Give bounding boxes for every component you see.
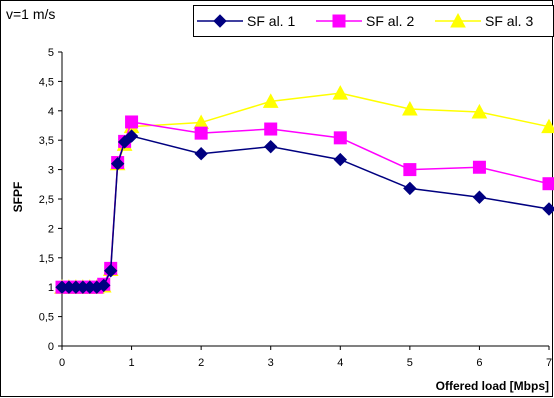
legend-label: SF al. 2	[366, 13, 414, 29]
data-point-diamond	[403, 181, 417, 196]
data-point-triangle	[402, 100, 418, 116]
data-point-diamond	[213, 14, 227, 28]
series-line	[62, 121, 550, 288]
data-point-square	[403, 163, 417, 177]
x-tick-label: 6	[476, 357, 482, 369]
data-point-triangle	[193, 114, 209, 130]
legend-label: SF al. 3	[485, 13, 533, 29]
x-tick-label: 2	[198, 357, 204, 369]
legend-box	[193, 5, 554, 37]
x-tick-label: 3	[268, 357, 274, 369]
y-tick-label: 5	[48, 47, 54, 59]
data-point-diamond	[103, 264, 118, 278]
data-point-square	[125, 115, 139, 129]
data-point-triangle	[471, 103, 488, 119]
data-point-diamond	[110, 157, 125, 171]
data-point-diamond	[472, 190, 487, 204]
y-tick-label: 1	[48, 282, 54, 294]
y-tick-label: 3,5	[39, 135, 54, 147]
y-tick-label: 0	[48, 341, 54, 353]
legend-label: SF al. 1	[247, 13, 295, 29]
series-layer	[54, 85, 554, 294]
x-tick-label: 1	[129, 357, 135, 369]
data-point-square	[333, 131, 347, 145]
data-point-square	[332, 14, 346, 28]
data-point-triangle	[332, 85, 349, 100]
x-tick-label: 7	[546, 357, 552, 369]
legend-entry-2: SF al. 2	[316, 13, 414, 29]
y-tick-label: 0,5	[39, 312, 54, 324]
data-point-triangle	[262, 93, 279, 108]
legend-entry-3: SF al. 3	[435, 12, 533, 29]
data-point-triangle	[450, 12, 466, 28]
y-tick-label: 4,5	[39, 76, 54, 88]
legend-entry-1: SF al. 1	[197, 13, 295, 29]
x-axis-label: Offered load [Mbps]	[436, 379, 549, 393]
y-tick-label: 4	[48, 106, 54, 118]
y-tick-label: 2	[48, 223, 54, 235]
y-axis-label: SFPF	[11, 182, 25, 213]
data-point-diamond	[542, 202, 554, 216]
data-point-diamond	[264, 139, 278, 154]
x-tick-label: 4	[337, 357, 343, 369]
data-point-diamond	[117, 135, 132, 149]
y-tick-label: 3	[48, 165, 54, 177]
series-1	[55, 129, 554, 294]
data-point-square	[194, 126, 208, 140]
data-point-diamond	[194, 147, 208, 161]
data-point-square	[472, 160, 486, 174]
data-point-square	[264, 122, 278, 136]
x-tick-label: 0	[59, 357, 65, 369]
speed-annotation: v=1 m/s	[6, 6, 56, 22]
chart-axes: 0 0,5 1 1,5 2 2,5 3 3,5 4 4,5 5 0 1 2 3 4 5 6 7	[39, 47, 552, 369]
data-point-diamond	[124, 129, 139, 143]
y-tick-label: 2,5	[39, 194, 54, 206]
data-point-diamond	[97, 278, 111, 293]
data-point-triangle	[541, 118, 554, 134]
y-tick-label: 1,5	[39, 253, 54, 265]
x-tick-label: 5	[407, 357, 413, 369]
series-line	[62, 135, 550, 288]
legend-items: SF al. 1 SF al. 2 SF al. 3	[197, 12, 533, 29]
data-point-diamond	[333, 152, 347, 167]
data-point-square	[542, 177, 554, 191]
